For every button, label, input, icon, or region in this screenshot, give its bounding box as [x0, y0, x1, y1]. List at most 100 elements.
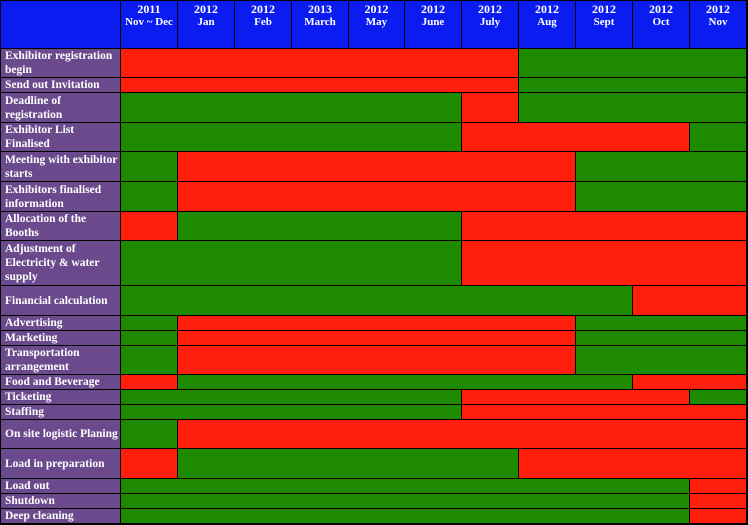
task-bar-planned [177, 374, 633, 390]
task-label-text: Advertising [5, 317, 63, 329]
task-bar-planned [120, 240, 462, 286]
task-bar-active [120, 374, 178, 390]
task-label: Exhibitors finalised information [1, 182, 120, 211]
task-bar-active [177, 345, 576, 375]
column-month: Aug [537, 16, 557, 28]
column-month: Oct [652, 16, 670, 28]
column-month: March [304, 16, 336, 28]
task-bar-active [689, 493, 747, 509]
task-bar-planned [575, 181, 747, 212]
column-year: 2012 [649, 2, 673, 16]
column-header: 2013 March [292, 1, 348, 48]
task-bar-planned [120, 122, 462, 152]
task-label: On site logistic Planing [1, 420, 120, 448]
column-year: 2012 [421, 2, 445, 16]
task-bar-planned [120, 92, 462, 123]
task-label: Food and Beverage [1, 375, 120, 389]
task-bar-active [177, 181, 576, 212]
column-year: 2012 [364, 2, 389, 16]
column-month: Nov ~ Dec [125, 16, 173, 28]
task-bar-active [461, 92, 519, 123]
header-corner [1, 1, 120, 48]
column-year: 2013 [308, 2, 332, 16]
task-label: Meeting with exhibitor starts [1, 152, 120, 181]
column-header: 2011 Nov ~ Dec [121, 1, 177, 48]
task-bar-planned [120, 404, 462, 420]
task-label-text: Deep cleaning [5, 510, 74, 522]
task-bar-active [461, 404, 747, 420]
task-label-text: On site logistic Planing [5, 428, 118, 440]
column-header: 2012 Jan [178, 1, 234, 48]
task-label: Advertising [1, 316, 120, 330]
task-label-text: Shutdown [5, 495, 55, 507]
task-label-text: Allocation of the Booths [5, 213, 87, 239]
task-label-text: Send out Invitation [5, 79, 100, 91]
task-bar-planned [689, 389, 747, 405]
task-bar-planned [120, 151, 178, 182]
column-header: 2012 Nov [690, 1, 746, 48]
task-label-text: Staffing [5, 406, 44, 418]
task-label: Financial calculation [1, 286, 120, 315]
task-label-text: Transportation arrangement [5, 347, 80, 373]
task-bar-planned [518, 77, 747, 93]
column-header: 2012 May [349, 1, 404, 48]
task-bar-planned [177, 211, 462, 241]
column-year: 2012 [592, 2, 616, 16]
column-header: 2012 June [405, 1, 461, 48]
task-label: Adjustment of Electricity & water supply [1, 241, 120, 285]
task-bar-planned [120, 285, 633, 316]
task-label-text: Marketing [5, 332, 58, 344]
task-label-text: Deadline of registration [5, 94, 63, 121]
task-bar-active [461, 122, 690, 152]
task-label: Load out [1, 479, 120, 493]
task-bar-planned [120, 345, 178, 375]
task-bar-planned [575, 330, 747, 346]
column-year: 2012 [251, 2, 275, 16]
column-year: 2012 [194, 2, 218, 16]
task-label-text: Load in preparation [5, 457, 105, 470]
task-bar-active [518, 448, 747, 479]
column-header: 2012 Aug [519, 1, 575, 48]
column-year: 2011 [137, 2, 161, 16]
task-bar-planned [518, 48, 747, 78]
task-bar-active [632, 285, 747, 316]
task-label-text: Food and Beverage [5, 376, 100, 388]
task-label: Transportation arrangement [1, 346, 120, 374]
task-label-text: Adjustment of Electricity & water supply [5, 243, 100, 283]
task-bar-active [689, 478, 747, 494]
task-label: Shutdown [1, 494, 120, 508]
task-label: Exhibitor registration begin [1, 49, 120, 77]
task-bar-planned [575, 151, 747, 182]
task-label: Exhibitor List Finalised [1, 123, 120, 151]
task-bar-active [120, 448, 178, 479]
task-bar-planned [518, 92, 747, 123]
task-label-text: Ticketing [5, 391, 52, 403]
task-bar-planned [120, 419, 178, 449]
task-bar-active [461, 389, 690, 405]
task-bar-active [632, 374, 747, 390]
task-bar-planned [120, 493, 690, 509]
column-header: 2012 Feb [235, 1, 291, 48]
task-label-text: Exhibitor registration begin [5, 50, 113, 76]
task-label: Ticketing [1, 390, 120, 404]
task-label: Deadline of registration [1, 93, 120, 122]
column-header: 2012 Oct [633, 1, 689, 48]
task-label-text: Load out [5, 480, 50, 492]
task-bar-planned [120, 181, 178, 212]
task-label-text: Meeting with exhibitor starts [5, 153, 118, 180]
task-label: Deep cleaning [1, 509, 120, 523]
task-label-text: Financial calculation [5, 294, 108, 307]
task-bar-planned [120, 330, 178, 346]
task-bar-active [177, 419, 747, 449]
task-bar-active [120, 77, 519, 93]
task-bar-active [120, 48, 519, 78]
task-bar-active [177, 330, 576, 346]
task-bar-active [689, 508, 747, 524]
column-year: 2012 [535, 2, 559, 16]
task-bar-planned [120, 389, 462, 405]
column-month: Jan [197, 16, 215, 28]
task-bar-planned [177, 448, 519, 479]
column-month: Feb [254, 16, 272, 28]
column-month: Sept [593, 16, 615, 28]
